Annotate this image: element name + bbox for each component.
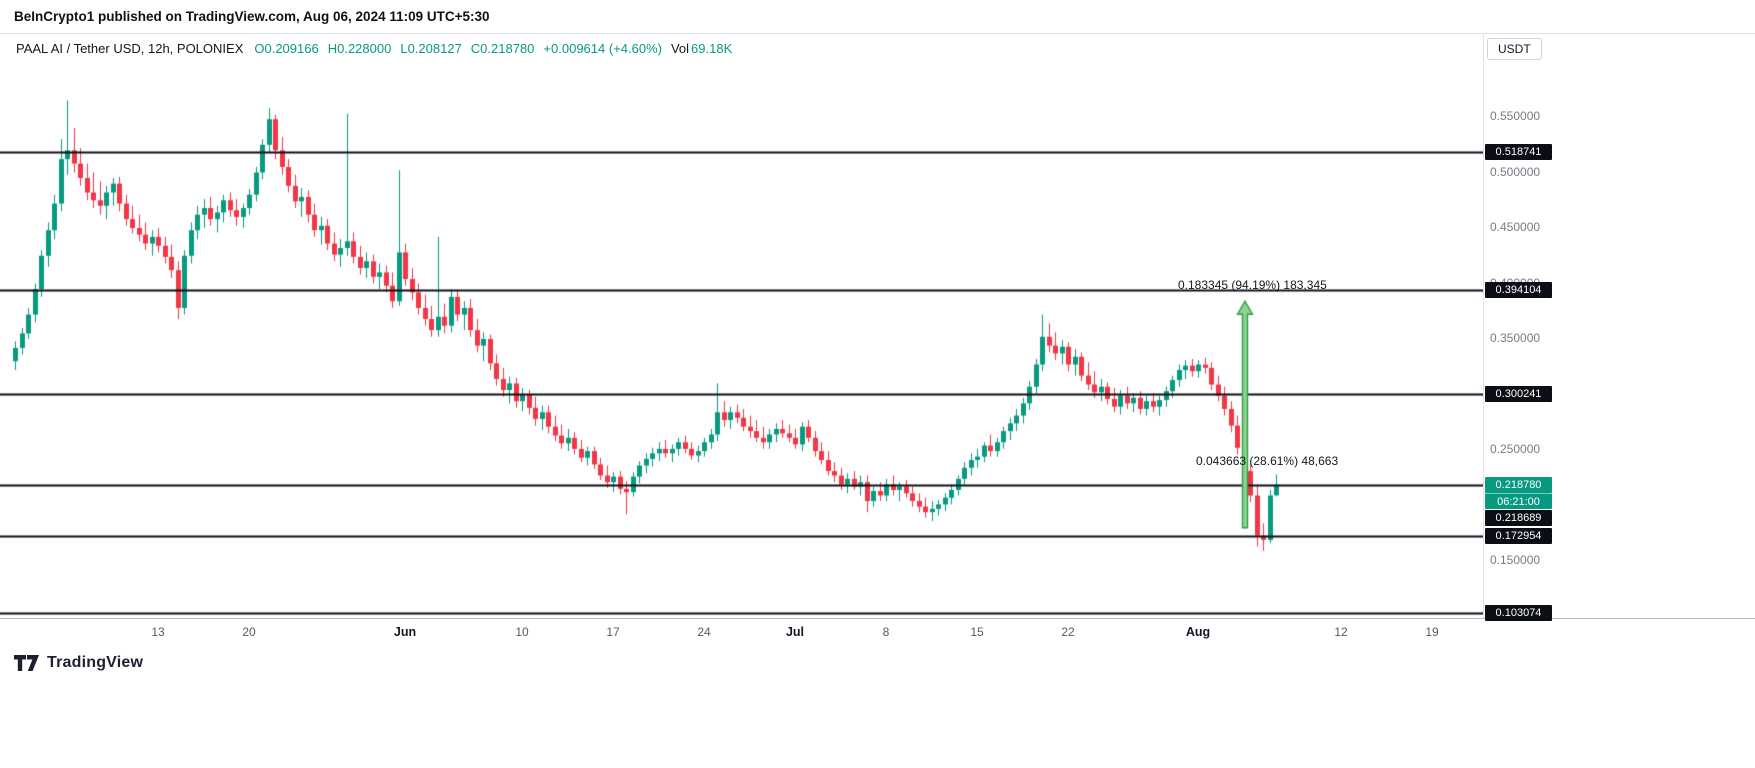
price-scale[interactable]: USDT 0.5500000.5000000.4500000.4000000.3… — [1484, 33, 1755, 622]
time-tick-label: 22 — [1061, 625, 1075, 639]
legend-low: L0.208127 — [400, 41, 462, 56]
bar-countdown-badge: 06:21:00 — [1485, 492, 1552, 509]
publish-caption: BeInCrypto1 published on TradingView.com… — [14, 9, 490, 24]
price-level-badge: 0.172954 — [1485, 527, 1552, 544]
time-tick-label: 24 — [697, 625, 711, 639]
price-level-badge: 0.103074 — [1485, 605, 1552, 622]
volume-label: Vol — [670, 41, 690, 56]
price-tick-label: 0.500000 — [1490, 164, 1541, 179]
tradingview-logo-icon — [14, 655, 39, 671]
current-price-badge: 0.218780 — [1485, 476, 1552, 493]
time-tick-label: 8 — [882, 625, 890, 639]
volume-value: 69.18K — [691, 41, 733, 56]
price-tick-label: 0.550000 — [1490, 109, 1541, 123]
time-tick-label: 17 — [606, 625, 620, 639]
time-scale[interactable]: 13 20 Jun 10 17 24 Jul 8 15 22 Aug 12 19 — [0, 619, 1755, 647]
price-tick-label: 0.450000 — [1490, 220, 1541, 234]
price-level-badge: 0.394104 — [1485, 282, 1552, 299]
price-level-badge: 0.218689 — [1485, 510, 1552, 526]
price-tick-label: 0.250000 — [1490, 442, 1541, 456]
time-tick-label: 15 — [970, 625, 984, 639]
time-scale-divider — [0, 618, 1755, 619]
measure-label-upper: 0.183345 (94.19%) 183,345 — [1178, 278, 1327, 292]
time-tick-label: 12 — [1334, 625, 1348, 639]
legend-change: +0.009614 (+4.60%) — [543, 41, 662, 56]
candlestick-chart-canvas[interactable] — [0, 33, 1483, 618]
symbol-title[interactable]: PAAL AI / Tether USD, 12h, POLONIEX — [16, 41, 244, 56]
legend-high: H0.228000 — [327, 41, 392, 56]
price-scale-divider — [1483, 33, 1484, 618]
legend-open: O0.209166 — [254, 41, 319, 56]
legend-close: C0.218780 — [470, 41, 535, 56]
price-level-badge: 0.518741 — [1485, 143, 1552, 160]
price-tick-label: 0.350000 — [1490, 331, 1541, 345]
time-tick-label: 20 — [242, 625, 256, 639]
time-tick-label: Jul — [785, 625, 805, 639]
time-tick-label: 19 — [1425, 625, 1439, 639]
symbol-legend: PAAL AI / Tether USD, 12h, POLONIEX O0.20… — [16, 41, 741, 56]
price-unit-button[interactable]: USDT — [1487, 38, 1542, 60]
time-tick-label: Jun — [393, 625, 417, 639]
price-tick-label: 0.150000 — [1490, 553, 1541, 567]
time-tick-label: 13 — [151, 625, 165, 639]
time-tick-label: 10 — [515, 625, 529, 639]
tradingview-logo-text: TradingView — [47, 654, 144, 671]
price-level-badge: 0.300241 — [1485, 386, 1552, 403]
measure-label-lower: 0.043663 (28.61%) 48,663 — [1196, 454, 1339, 468]
tradingview-attribution[interactable]: TradingView — [14, 654, 143, 672]
time-tick-label: Aug — [1185, 625, 1211, 639]
